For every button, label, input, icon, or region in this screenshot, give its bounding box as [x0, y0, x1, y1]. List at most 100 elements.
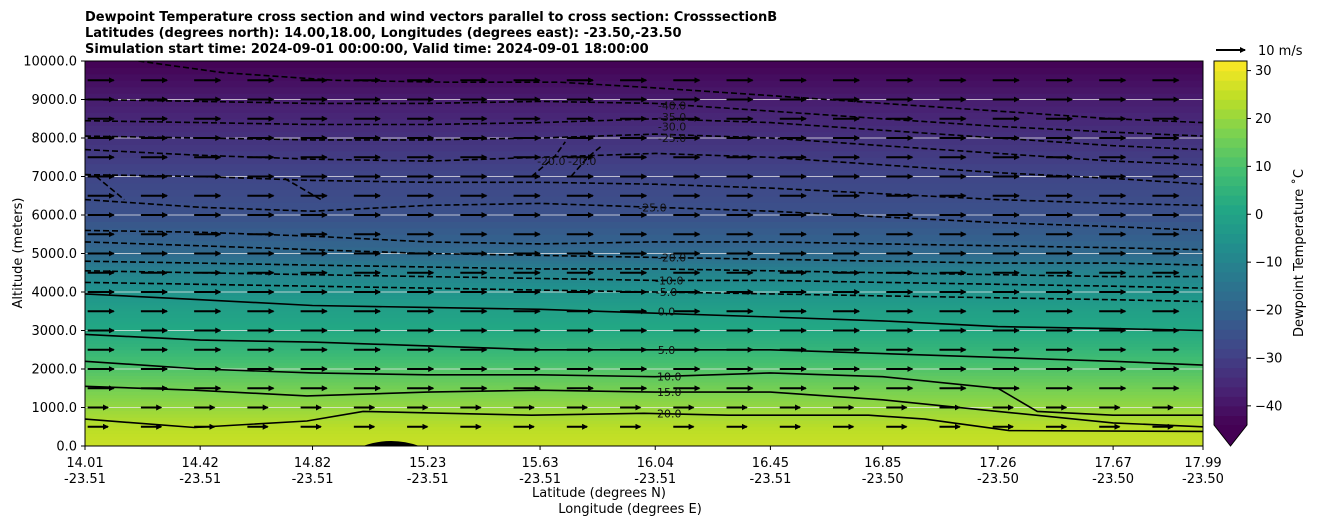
field-band — [85, 92, 1203, 100]
x-tick-lon: -23.50 — [977, 472, 1019, 487]
contour-label: 15.0 — [657, 386, 682, 399]
colorbar-tick-label: 0 — [1255, 208, 1263, 223]
y-axis-label: Altitude (meters) — [11, 198, 26, 309]
contour-label: 10.0 — [657, 371, 682, 384]
contour-line — [85, 281, 1203, 303]
colorbar-band — [1214, 137, 1247, 148]
colorbar-label: Dewpoint Temperature ˚C — [1291, 169, 1307, 337]
colorbar-band — [1214, 377, 1247, 388]
contour-label: 0.0 — [658, 305, 676, 318]
wind-key: 10 m/s — [1216, 44, 1303, 59]
field-band — [85, 317, 1203, 322]
colorbar-band — [1214, 108, 1247, 120]
contour-label: 5.0 — [658, 344, 676, 357]
field-band — [85, 416, 1203, 421]
field-band — [85, 73, 1203, 81]
colorbar-band — [1214, 405, 1247, 417]
contour-line — [85, 385, 1203, 428]
field-band — [85, 188, 1203, 197]
title-line-3: Simulation start time: 2024-09-01 00:00:… — [85, 42, 649, 57]
colorbar-tick-label: −10 — [1255, 256, 1282, 271]
x-tick-lat: 17.26 — [979, 456, 1016, 471]
contour-line — [85, 260, 1203, 278]
contour-label: -5.0 — [656, 286, 677, 299]
contour-line — [85, 293, 1203, 332]
contour-line — [85, 148, 1203, 185]
terrain — [363, 440, 420, 446]
field-band — [85, 182, 1203, 190]
x-tick-lat: 17.99 — [1184, 456, 1221, 471]
colorbar-band — [1214, 243, 1247, 254]
contour-label: -10.0 — [655, 274, 683, 287]
x-tick-lon: -23.51 — [407, 472, 449, 487]
field-band — [85, 400, 1203, 405]
field-band — [85, 423, 1203, 428]
colorbar-band — [1214, 262, 1247, 273]
field-band — [85, 397, 1203, 402]
colorbar-tick-label: −20 — [1255, 304, 1282, 319]
colorbar-band — [1214, 175, 1247, 187]
colorbar-band — [1214, 357, 1247, 369]
y-tick-label: 7000.0 — [32, 170, 78, 185]
y-tick-label: 10000.0 — [23, 55, 77, 70]
field-band — [85, 176, 1203, 184]
field-band — [85, 352, 1203, 357]
colorbar-tick-label: −30 — [1255, 351, 1282, 366]
colorbar-band — [1214, 415, 1247, 426]
colorbar: 30 20 10 0 −10 −20 −30 −40 — [1213, 60, 1282, 447]
x-tick-lat: 14.82 — [294, 456, 331, 471]
colorbar-band — [1214, 319, 1247, 330]
field-band — [85, 256, 1203, 261]
x-tick-lon: -23.51 — [519, 472, 561, 487]
y-tick-label: 9000.0 — [32, 93, 78, 108]
colorbar-extend — [1214, 425, 1247, 446]
x-tick-lat: 17.67 — [1095, 456, 1132, 471]
field-band — [85, 320, 1203, 325]
field-band — [85, 156, 1203, 165]
field-band — [85, 297, 1203, 303]
field-band — [85, 111, 1203, 120]
title-line-2: Latitudes (degrees north): 14.00,18.00, … — [85, 26, 682, 41]
field-band — [85, 394, 1203, 399]
contour-label: -20.0 — [537, 155, 565, 168]
x-tick-lon: -23.51 — [634, 472, 676, 487]
colorbar-band — [1214, 329, 1247, 340]
x-axis-label-lon: Longitude (degrees E) — [558, 502, 702, 517]
colorbar-band — [1214, 338, 1247, 349]
colorbar-band — [1214, 166, 1247, 177]
colorbar-band — [1214, 310, 1247, 321]
field-band — [85, 118, 1203, 126]
colorbar-band — [1214, 118, 1247, 129]
wind-vectors — [87, 77, 1180, 430]
field-band — [85, 336, 1203, 341]
contour-line — [95, 175, 125, 201]
x-axis: 14.01-23.5114.42-23.5114.82-23.5115.23-2… — [64, 446, 1224, 487]
colorbar-band — [1214, 233, 1247, 244]
field-band — [85, 275, 1203, 280]
x-tick-lon: -23.50 — [1182, 472, 1224, 487]
colorbar-band — [1214, 204, 1247, 215]
field-band — [85, 66, 1203, 75]
y-tick-label: 3000.0 — [32, 324, 78, 339]
x-tick-lon: -23.50 — [1092, 472, 1134, 487]
contour-label: -25.0 — [658, 132, 686, 145]
colorbar-band — [1214, 271, 1247, 282]
x-axis-label-lat: Latitude (degrees N) — [532, 486, 666, 501]
contour-label: -40.0 — [658, 99, 686, 112]
field-band — [85, 61, 1203, 68]
contour-label: -30.0 — [658, 120, 686, 133]
field-band — [85, 313, 1203, 319]
y-tick-label: 0.0 — [56, 440, 77, 455]
contour-line — [85, 198, 1203, 232]
field-band — [85, 339, 1203, 344]
contour-line — [284, 177, 322, 201]
field-band — [85, 419, 1203, 425]
x-tick-lat: 15.23 — [409, 456, 446, 471]
y-tick-label: 1000.0 — [32, 401, 78, 416]
contour-line — [85, 98, 1203, 137]
colorbar-band — [1214, 223, 1247, 235]
field-band — [85, 381, 1203, 386]
contour-label: 20.0 — [657, 407, 682, 420]
colorbar-band — [1214, 290, 1247, 302]
field-band — [85, 358, 1203, 364]
